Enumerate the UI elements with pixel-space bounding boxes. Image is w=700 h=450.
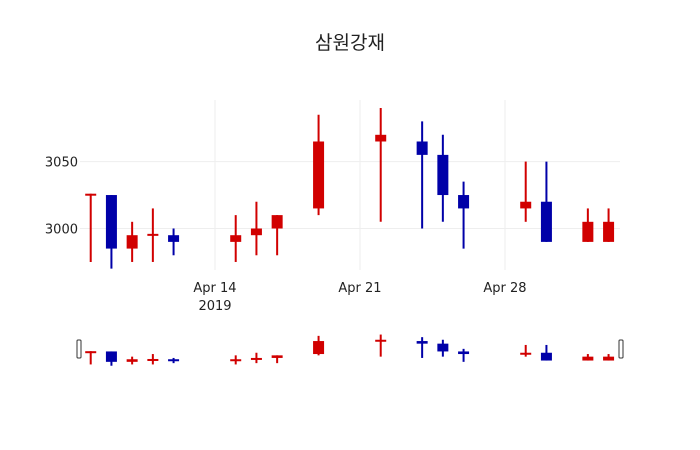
candle-body: [271, 355, 283, 358]
candle-body: [250, 228, 262, 236]
candle[interactable]: [437, 339, 449, 357]
x-tick-label: Apr 14: [193, 281, 236, 296]
candle[interactable]: [126, 221, 138, 262]
candle[interactable]: [147, 354, 159, 365]
candle-body: [105, 351, 117, 362]
candle-body: [520, 201, 532, 209]
candle-body: [458, 195, 470, 209]
candle[interactable]: [105, 351, 117, 366]
x-tick-label: Apr 21: [338, 281, 381, 296]
candle[interactable]: [520, 161, 532, 222]
candle[interactable]: [250, 352, 262, 364]
candle-body: [458, 351, 470, 355]
candle-body: [582, 221, 594, 242]
candle-body: [250, 357, 262, 360]
candle[interactable]: [437, 134, 449, 222]
candle[interactable]: [250, 201, 262, 256]
candle-body: [416, 341, 428, 344]
candle[interactable]: [85, 193, 97, 262]
range-slider-right-handle[interactable]: [618, 339, 624, 359]
candle[interactable]: [313, 335, 325, 356]
candle-body: [375, 134, 387, 142]
x-axis: Apr 14 2019 Apr 21 Apr 28: [193, 281, 526, 314]
candle[interactable]: [147, 208, 159, 262]
candle[interactable]: [582, 208, 594, 242]
candle-body: [540, 201, 552, 242]
candle-body: [313, 141, 325, 209]
candle-body: [147, 233, 159, 236]
candle-body: [375, 339, 387, 342]
candle[interactable]: [375, 108, 387, 222]
candle[interactable]: [126, 356, 138, 365]
candle-body: [85, 351, 97, 354]
candle-body: [230, 235, 242, 242]
x-tick-sublabel: 2019: [198, 299, 231, 314]
candle[interactable]: [603, 208, 615, 242]
candle[interactable]: [271, 215, 283, 256]
candle[interactable]: [540, 344, 552, 361]
candle[interactable]: [375, 334, 387, 357]
candle[interactable]: [168, 228, 180, 256]
candle-body: [437, 343, 449, 352]
candle-body: [416, 141, 428, 155]
candle-body: [85, 193, 97, 196]
candles[interactable]: [85, 108, 615, 269]
candle[interactable]: [85, 351, 97, 365]
candle[interactable]: [416, 121, 428, 229]
candle[interactable]: [603, 354, 615, 361]
candle-body: [271, 215, 283, 229]
candle[interactable]: [230, 215, 242, 262]
chart-title: 삼원강재: [315, 32, 385, 54]
y-tick-label: 3050: [45, 156, 78, 171]
candle-body: [105, 195, 117, 249]
gridlines: [80, 100, 620, 270]
candle-body: [437, 154, 449, 196]
candle-body: [126, 235, 138, 249]
candle-body: [540, 352, 552, 361]
candle[interactable]: [520, 344, 532, 357]
candle[interactable]: [458, 348, 470, 362]
candle-body: [168, 235, 180, 242]
candle[interactable]: [105, 195, 117, 269]
candle-body: [126, 359, 138, 362]
candle-body: [603, 221, 615, 242]
candle[interactable]: [540, 161, 552, 242]
candle-body: [603, 356, 615, 361]
candle-body: [520, 352, 532, 355]
x-tick-label: Apr 28: [483, 281, 526, 296]
candle[interactable]: [458, 181, 470, 249]
candle-body: [168, 359, 180, 362]
candle-body: [230, 359, 242, 362]
range-slider[interactable]: [76, 334, 624, 366]
candle[interactable]: [230, 355, 242, 365]
candle[interactable]: [313, 114, 325, 216]
candle-body: [582, 356, 594, 361]
candle[interactable]: [582, 354, 594, 361]
candle-body: [313, 341, 325, 355]
y-axis: 3000 3050: [45, 156, 78, 238]
candle-body: [147, 358, 159, 361]
candle[interactable]: [416, 337, 428, 358]
candle[interactable]: [168, 357, 180, 364]
candle[interactable]: [271, 355, 283, 364]
y-tick-label: 3000: [45, 223, 78, 238]
range-slider-left-handle[interactable]: [76, 339, 82, 359]
